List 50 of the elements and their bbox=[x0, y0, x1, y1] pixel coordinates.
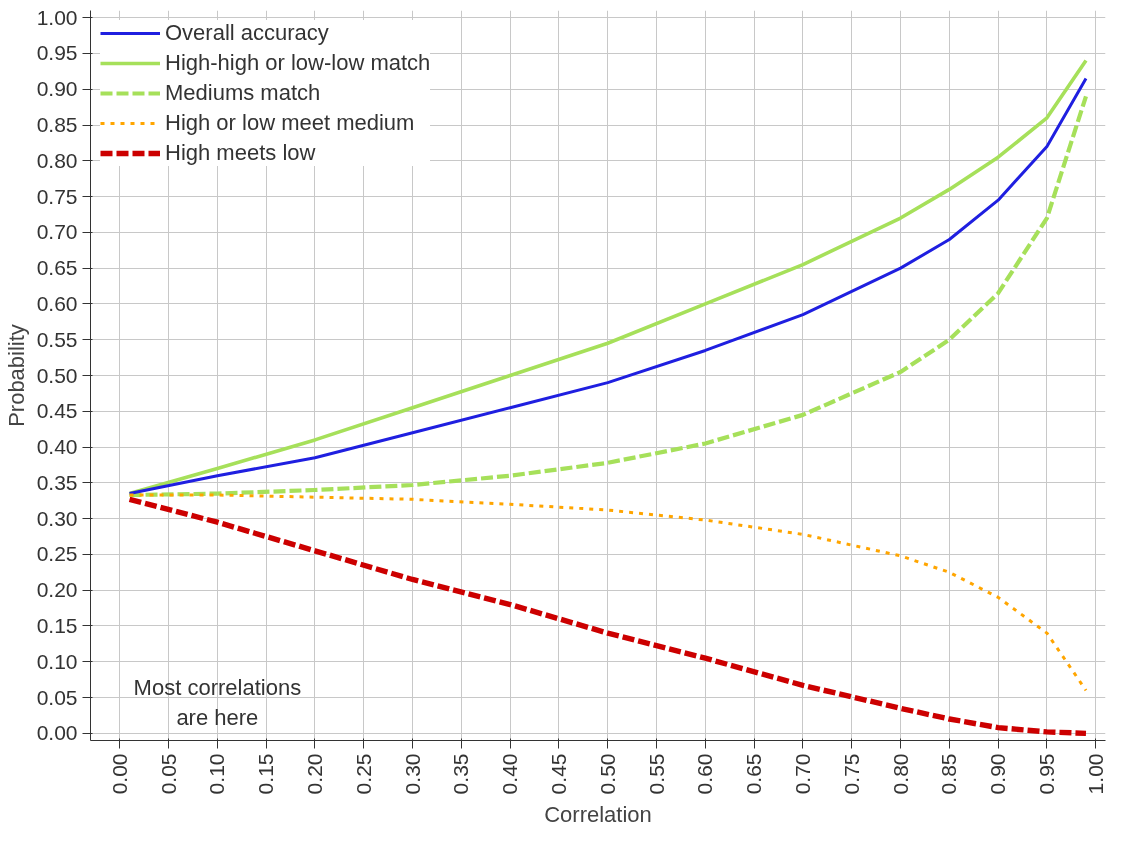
x-tick-label: 0.60 bbox=[693, 753, 717, 795]
y-tick-label: 0.40 bbox=[36, 435, 78, 459]
x-tick-label: 0.00 bbox=[107, 753, 131, 795]
x-tick-label: 0.80 bbox=[888, 753, 912, 795]
y-tick-label: 0.55 bbox=[36, 327, 78, 351]
x-tick-label: 0.30 bbox=[400, 753, 424, 795]
x-tick-label: 0.45 bbox=[546, 753, 570, 795]
y-tick-label: 0.05 bbox=[36, 685, 78, 709]
legend-label: High meets low bbox=[165, 140, 316, 166]
y-tick-label: 1.00 bbox=[36, 5, 78, 29]
legend-label: High-high or low-low match bbox=[165, 50, 431, 76]
y-tick-label: 0.70 bbox=[36, 220, 78, 244]
legend-label: High or low meet medium bbox=[165, 110, 415, 136]
x-tick-label: 0.55 bbox=[644, 753, 668, 795]
y-tick-label: 0.50 bbox=[36, 363, 78, 387]
x-tick-label: 0.90 bbox=[986, 753, 1010, 795]
x-tick-label: 0.25 bbox=[351, 753, 375, 795]
x-tick-label: 0.05 bbox=[156, 753, 180, 795]
y-tick-label: 0.85 bbox=[36, 113, 78, 137]
y-tick-label: 0.20 bbox=[36, 578, 78, 602]
y-tick-label: 0.35 bbox=[36, 470, 78, 494]
annotation: Most correlations are here bbox=[133, 674, 302, 730]
x-tick-label: 0.65 bbox=[742, 753, 766, 795]
y-tick-label: 0.75 bbox=[36, 184, 78, 208]
y-tick-label: 0.60 bbox=[36, 291, 78, 315]
y-tick-label: 0.65 bbox=[36, 256, 78, 280]
x-tick-label: 0.50 bbox=[595, 753, 619, 795]
x-tick-label: 0.85 bbox=[937, 753, 961, 795]
x-tick-label: 0.40 bbox=[498, 753, 522, 795]
y-tick-label: 0.90 bbox=[36, 77, 78, 101]
y-tick-label: 0.30 bbox=[36, 506, 78, 530]
x-tick-label: 0.35 bbox=[449, 753, 473, 795]
y-tick-label: 0.45 bbox=[36, 399, 78, 423]
y-tick-label: 0.10 bbox=[36, 649, 78, 673]
legend-label: Mediums match bbox=[165, 80, 321, 106]
y-axis-title: Probability bbox=[3, 324, 29, 427]
y-tick-label: 0.95 bbox=[36, 41, 78, 65]
x-tick-label: 0.95 bbox=[1034, 753, 1058, 795]
y-tick-label: 0.80 bbox=[36, 148, 78, 172]
x-tick-label: 0.15 bbox=[254, 753, 278, 795]
x-axis-title: Correlation bbox=[544, 802, 652, 828]
x-tick-label: 0.75 bbox=[839, 753, 863, 795]
x-tick-label: 0.20 bbox=[302, 753, 326, 795]
x-tick-label: 1.00 bbox=[1083, 753, 1107, 795]
y-tick-label: 0.00 bbox=[36, 721, 78, 745]
legend-label: Overall accuracy bbox=[165, 20, 329, 46]
x-tick-label: 0.70 bbox=[790, 753, 814, 795]
x-tick-label: 0.10 bbox=[205, 753, 229, 795]
y-tick-label: 0.15 bbox=[36, 613, 78, 637]
y-tick-label: 0.25 bbox=[36, 542, 78, 566]
